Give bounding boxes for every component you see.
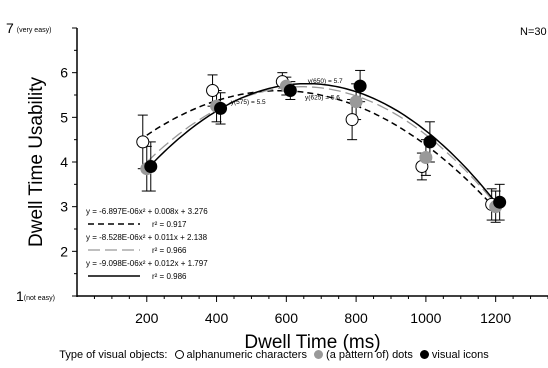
data-point-series-3: [283, 84, 297, 98]
y-bottom-label: 1(not easy): [16, 288, 55, 304]
fit-curve-2: [146, 86, 497, 205]
fit-r2-1: r² = 0.917: [152, 220, 187, 229]
legend-item-icons: visual icons: [431, 349, 489, 361]
fit-curve-3: [146, 82, 497, 203]
data-point-series-1: [136, 135, 150, 149]
y-tick-label: 5: [60, 109, 68, 125]
fit-equation-3: y = -9.098E-06x² + 0.012x + 1.797: [86, 259, 208, 268]
y-tick-label: 2: [60, 243, 68, 259]
fit-curve-1: [146, 89, 497, 210]
legend-item-dots: (a pattern of) dots: [326, 349, 413, 361]
legend-title: Type of visual objects:: [59, 349, 168, 361]
gray-circle-icon: [314, 350, 324, 359]
data-point-series-3: [214, 101, 228, 115]
open-circle-icon: [174, 350, 184, 359]
fit-r2-2: r² = 0.966: [152, 246, 187, 255]
data-point-series-1: [345, 113, 359, 127]
fit-r2-3: r² = 0.986: [152, 272, 187, 281]
fit-equation-2: y = -8.528E-06x² + 0.011x + 2.138: [86, 233, 208, 242]
y-tick-label: 4: [60, 154, 68, 170]
x-tick-label: 200: [135, 310, 159, 326]
data-point-series-3: [144, 159, 158, 173]
y-top-label: 7 (very easy): [6, 20, 51, 36]
black-circle-icon: [419, 350, 429, 359]
y-tick-label: 3: [60, 199, 68, 215]
x-tick-label: 800: [344, 310, 368, 326]
data-point-series-3: [423, 135, 437, 149]
data-point-series-2: [419, 151, 433, 165]
y-tick-label: 6: [60, 65, 68, 81]
peak-annotation: y(625) = 5.6: [305, 95, 340, 102]
x-tick-label: 1000: [410, 310, 441, 326]
legend: Type of visual objects: alphanumeric cha…: [0, 349, 548, 361]
y-axis-title: Dwell Time Usability: [26, 77, 47, 247]
data-point-series-1: [206, 84, 220, 98]
x-tick-label: 400: [205, 310, 229, 326]
n-label: N=30: [520, 26, 547, 38]
data-point-series-2: [349, 95, 363, 109]
peak-annotation: y(650) = 5.7: [308, 78, 343, 85]
x-tick-label: 600: [275, 310, 299, 326]
data-point-series-3: [493, 195, 507, 209]
fit-equation-1: y = -6.897E-06x² + 0.008x + 3.276: [86, 207, 208, 216]
x-axis-title: Dwell Time (ms): [244, 332, 380, 353]
data-point-series-3: [353, 79, 367, 93]
legend-item-alphanumeric: alphanumeric characters: [186, 349, 307, 361]
peak-annotation: y(575) = 5.5: [231, 99, 266, 106]
x-tick-label: 1200: [480, 310, 511, 326]
